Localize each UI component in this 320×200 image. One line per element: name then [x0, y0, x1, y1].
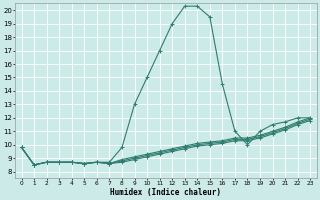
X-axis label: Humidex (Indice chaleur): Humidex (Indice chaleur): [110, 188, 221, 197]
